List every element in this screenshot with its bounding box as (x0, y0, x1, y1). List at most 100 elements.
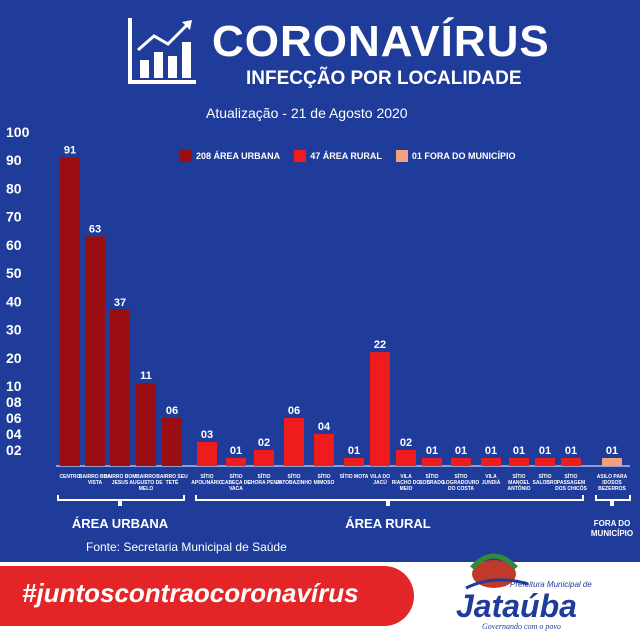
x-category-label: SÍTIO APOLINÁRIO (191, 472, 223, 486)
y-tick-label: 04 (6, 426, 22, 442)
chart-growth-icon (128, 18, 196, 84)
bar (370, 352, 390, 466)
bar (226, 458, 246, 466)
x-category-label: SÍTIO MANOEL ANTÔNIO (507, 472, 530, 492)
x-category-label: VILA RIACHO DO MEIO (392, 474, 421, 492)
y-tick-label: 02 (6, 442, 22, 458)
bar-value-label: 01 (455, 445, 467, 457)
legend-swatch-urbana (180, 150, 192, 162)
page-subtitle: INFECÇÃO POR LOCALIDADE (246, 68, 522, 89)
bar-value-label: 01 (348, 445, 360, 457)
y-tick-label: 08 (6, 394, 22, 410)
x-category-label: SÍTIO SALOBRO (533, 472, 558, 486)
bar (396, 450, 416, 466)
group-label: FORA DO MUNICÍPIO (591, 519, 633, 538)
bar (509, 458, 529, 466)
bar (451, 458, 471, 466)
x-category-label: VILA DO JACÚ (370, 474, 390, 486)
y-tick-label: 50 (6, 265, 22, 281)
bar-value-label: 01 (513, 445, 525, 457)
bar (481, 458, 501, 466)
y-tick-label: 60 (6, 237, 22, 253)
x-category-label: SÍTIO MIMOSO (314, 472, 335, 486)
y-tick-label: 40 (6, 293, 22, 309)
y-tick-label: 80 (6, 180, 22, 196)
chart-legend: 208 ÁREA URBANA 47 ÁREA RURAL 01 FORA DO… (180, 150, 516, 162)
bar (136, 383, 156, 466)
y-tick-label: 06 (6, 410, 22, 426)
logo-tagline: Governando com o povo (482, 622, 561, 631)
x-category-label: SÍTIO MOTA (340, 472, 369, 480)
bar-value-label: 91 (64, 144, 76, 156)
legend-label-rural: 47 ÁREA RURAL (310, 151, 382, 161)
bar-value-label: 03 (201, 429, 213, 441)
group-bracket (595, 495, 631, 501)
bar-value-label: 06 (166, 405, 178, 417)
bar-value-label: 22 (374, 339, 386, 351)
legend-item-rural: 47 ÁREA RURAL (294, 150, 382, 162)
x-category-label: CENTRO (59, 474, 80, 480)
x-category-label: SÍTIO PASSAGEM DOS CHICÓS (555, 472, 587, 492)
logo-name: Jataúba (456, 588, 577, 624)
y-tick-label: 10 (6, 378, 22, 394)
bar (110, 309, 130, 466)
x-category-label: SÍTIO JATOBAZINHO (276, 472, 312, 486)
y-tick-label: 100 (6, 124, 30, 140)
bar-chart: 0204060810203040506070809010091CENTRO63B… (6, 124, 633, 538)
group-label: ÁREA RURAL (345, 516, 431, 531)
legend-swatch-fora (395, 150, 408, 162)
legend-label-urbana: 208 ÁREA URBANA (196, 151, 281, 161)
logo-subtitle: Prefeitura Municipal de (510, 580, 592, 589)
bar-value-label: 01 (565, 445, 577, 457)
legend-swatch-rural (294, 150, 307, 162)
bar (284, 418, 304, 466)
update-date: Atualização - 21 de Agosto 2020 (206, 105, 408, 121)
bar (561, 458, 581, 466)
page-title: CORONAVÍRUS (212, 17, 550, 66)
bar (197, 442, 217, 466)
legend-item-fora: 01 FORA DO MUNICÍPIO (395, 150, 516, 162)
bar-value-label: 01 (606, 445, 618, 457)
bar-value-label: 63 (89, 223, 101, 235)
x-category-label: BAIRRO AUGUSTO DE MELO (129, 474, 163, 492)
bar-value-label: 01 (485, 445, 497, 457)
bar (344, 458, 364, 466)
y-tick-label: 90 (6, 152, 22, 168)
bar (314, 434, 334, 466)
bar-value-label: 02 (400, 437, 412, 449)
bar (422, 458, 442, 466)
x-category-label: SÍTIO SOBRADO (419, 472, 445, 486)
hashtag: #juntoscontraocoronavírus (22, 578, 359, 608)
y-tick-label: 30 (6, 322, 22, 338)
bar (162, 418, 182, 466)
bar (85, 236, 105, 466)
x-category-label: BAIRRO BOM JESUS (104, 474, 137, 486)
bar (60, 157, 80, 466)
y-tick-label: 20 (6, 350, 22, 366)
bar-value-label: 11 (140, 370, 152, 382)
source-note: Fonte: Secretaria Municipal de Saúde (86, 540, 287, 554)
bar (602, 458, 622, 466)
y-tick-label: 70 (6, 209, 22, 225)
bar-value-label: 01 (230, 445, 242, 457)
bar-value-label: 06 (288, 405, 300, 417)
hashtag-band (0, 566, 414, 626)
group-bracket (195, 495, 584, 501)
x-category-label: SÍTIO CHORA PENA (247, 472, 281, 486)
legend-label-fora: 01 FORA DO MUNICÍPIO (411, 151, 516, 161)
bar-value-label: 01 (426, 445, 438, 457)
bar-value-label: 02 (258, 437, 270, 449)
bar-value-label: 01 (539, 445, 551, 457)
bar-value-label: 04 (318, 421, 331, 433)
x-category-label: ASILO PARA IDOSOS BEZERROS (597, 474, 628, 492)
bar-value-label: 37 (114, 297, 126, 309)
x-category-label: BAIRRO SEU TETÉ (156, 474, 188, 486)
group-bracket (57, 495, 185, 501)
bar (535, 458, 555, 466)
x-category-label: BAIRRO BOA VISTA (79, 474, 112, 486)
bar (254, 450, 274, 466)
x-category-label: VILA JUNDIÁ (482, 474, 501, 486)
legend-item-urbana: 208 ÁREA URBANA (180, 150, 280, 162)
x-category-label: SÍTIO CABEÇA DE VACA (221, 472, 251, 492)
x-category-label: SÍTIO LOGRADOURO DO COSTA (443, 472, 480, 492)
